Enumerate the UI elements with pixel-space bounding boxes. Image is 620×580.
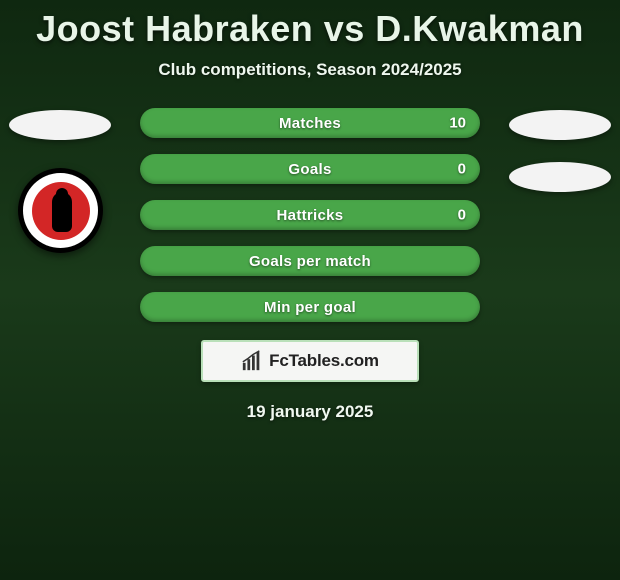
player-right-placeholder-2 xyxy=(509,162,611,192)
bars-growth-icon xyxy=(241,350,263,372)
stat-bar: Goals 0 xyxy=(140,154,480,184)
brand-text: FcTables.com xyxy=(269,351,379,371)
brand-logo: FcTables.com xyxy=(201,340,419,382)
stat-bar: Hattricks 0 xyxy=(140,200,480,230)
stat-bar-value: 10 xyxy=(449,115,466,132)
stat-bar-label: Min per goal xyxy=(264,299,356,316)
stat-bar: Matches 10 xyxy=(140,108,480,138)
subtitle: Club competitions, Season 2024/2025 xyxy=(0,60,620,80)
stat-bars: Matches 10 Goals 0 Hattricks 0 Goals per match… xyxy=(140,108,480,322)
snapshot-date: 19 january 2025 xyxy=(0,402,620,422)
player-left-placeholder xyxy=(9,110,111,140)
stat-bar: Min per goal xyxy=(140,292,480,322)
stat-bar-label: Hattricks xyxy=(277,207,344,224)
club-badge xyxy=(18,168,103,253)
stat-bar-value: 0 xyxy=(458,207,466,224)
comparison-stage: Matches 10 Goals 0 Hattricks 0 Goals per match… xyxy=(0,108,620,322)
stat-bar-label: Goals xyxy=(288,161,331,178)
stat-bar-label: Goals per match xyxy=(249,253,371,270)
page-title: Joost Habraken vs D.Kwakman xyxy=(0,0,620,50)
player-right-placeholder-1 xyxy=(509,110,611,140)
stat-bar: Goals per match xyxy=(140,246,480,276)
stat-bar-label: Matches xyxy=(279,115,341,132)
stat-bar-value: 0 xyxy=(458,161,466,178)
